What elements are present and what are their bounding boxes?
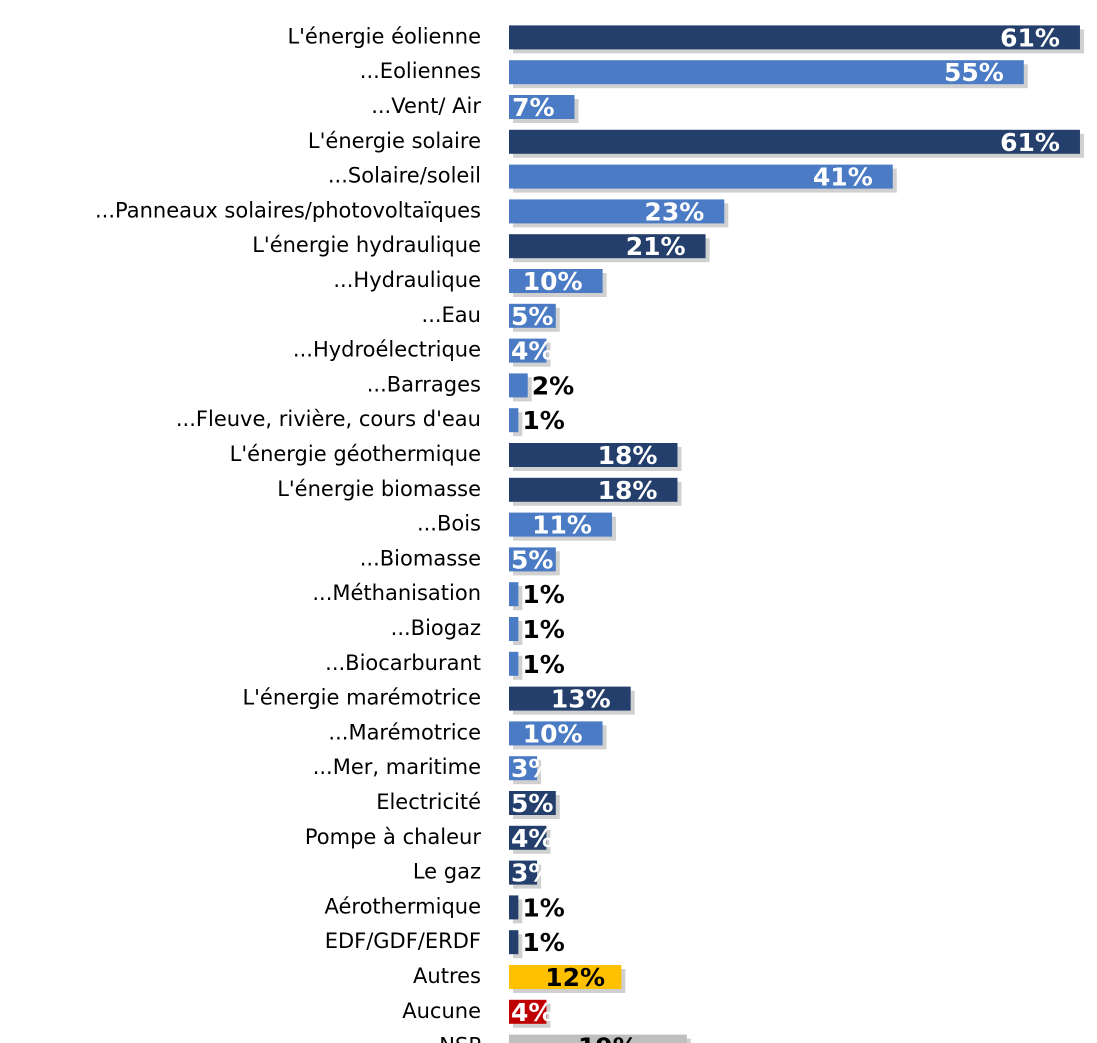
value-label: 4% xyxy=(511,998,553,1027)
bar xyxy=(509,791,556,815)
category-label: NSP xyxy=(439,1034,481,1043)
value-label: 61% xyxy=(1000,23,1060,52)
value-label: 1% xyxy=(522,406,564,435)
category-label: L'énergie hydraulique xyxy=(252,233,481,257)
bar xyxy=(509,60,1024,85)
value-label: 10% xyxy=(523,267,583,296)
category-label: ...Biogaz xyxy=(391,616,481,640)
category-label: ...Méthanisation xyxy=(312,581,481,605)
bar xyxy=(509,721,603,746)
category-label: ...Biocarburant xyxy=(325,651,481,675)
bar xyxy=(509,164,893,189)
value-label: 4% xyxy=(511,824,553,853)
category-label: ...Vent/ Air xyxy=(371,94,481,118)
bar xyxy=(509,303,556,328)
value-label: 13% xyxy=(551,685,611,714)
bar xyxy=(509,965,622,989)
bar xyxy=(509,269,603,293)
bar xyxy=(509,756,538,781)
bar xyxy=(509,129,1080,154)
value-label: 7% xyxy=(512,93,554,122)
bar xyxy=(509,547,556,572)
value-label: 41% xyxy=(813,163,873,192)
value-label: 12% xyxy=(545,963,605,992)
category-label: ...Barrages xyxy=(367,372,481,396)
category-label: ...Mer, maritime xyxy=(313,755,481,779)
value-label: 4% xyxy=(511,337,553,366)
value-label: 23% xyxy=(644,197,704,226)
category-label: ...Hydroélectrique xyxy=(293,338,481,362)
value-label: 3% xyxy=(511,859,553,888)
bar xyxy=(509,234,706,259)
category-label: EDF/GDF/ERDF xyxy=(325,929,481,953)
bar xyxy=(509,95,575,119)
bar xyxy=(509,373,528,398)
bar xyxy=(509,651,519,676)
value-label: 5% xyxy=(511,545,553,574)
category-label: Aérothermique xyxy=(324,894,481,918)
bar xyxy=(509,930,519,955)
category-label: Le gaz xyxy=(413,860,481,884)
value-label: 1% xyxy=(522,650,564,679)
bar xyxy=(509,338,547,363)
value-label: 18% xyxy=(598,476,658,505)
value-label: 3% xyxy=(511,754,553,783)
category-label: ...Eoliennes xyxy=(360,59,481,83)
bar xyxy=(509,582,519,607)
bar xyxy=(509,1034,687,1043)
value-label: 18% xyxy=(598,441,658,470)
category-label: L'énergie marémotrice xyxy=(242,686,481,710)
category-label: L'énergie éolienne xyxy=(287,24,481,48)
category-label: Autres xyxy=(413,964,481,988)
category-label: Electricité xyxy=(376,790,481,814)
bar xyxy=(509,860,538,885)
category-label: L'énergie solaire xyxy=(308,129,481,153)
value-label: 55% xyxy=(944,58,1004,87)
value-label: 1% xyxy=(522,615,564,644)
value-label: 5% xyxy=(511,302,553,331)
category-label: ...Biomasse xyxy=(360,546,481,570)
bar xyxy=(509,686,631,711)
value-label: 21% xyxy=(626,232,686,261)
bar xyxy=(509,895,519,920)
bar xyxy=(509,477,678,502)
category-label: Pompe à chaleur xyxy=(305,825,481,849)
category-label: ...Hydraulique xyxy=(333,268,481,292)
value-label: 61% xyxy=(1000,128,1060,157)
bar xyxy=(509,199,725,224)
value-label: 10% xyxy=(523,719,583,748)
category-label: ...Fleuve, rivière, cours d'eau xyxy=(176,407,481,431)
bar xyxy=(509,825,547,850)
category-label: ...Bois xyxy=(417,512,481,536)
value-label: 1% xyxy=(522,928,564,957)
value-label: 1% xyxy=(522,580,564,609)
value-label: 5% xyxy=(511,789,553,818)
bar xyxy=(509,25,1080,50)
value-label: 11% xyxy=(532,511,592,540)
value-label: 2% xyxy=(532,371,574,400)
category-label: ...Marémotrice xyxy=(328,720,481,744)
bar xyxy=(509,617,519,641)
value-label: 19% xyxy=(578,1033,638,1043)
category-label: L'énergie géothermique xyxy=(230,442,481,466)
bar xyxy=(509,408,519,433)
bar xyxy=(509,999,547,1024)
value-label: 1% xyxy=(522,893,564,922)
category-label: ...Panneaux solaires/photovoltaïques xyxy=(95,198,481,222)
category-label: L'énergie biomasse xyxy=(277,477,481,501)
category-label: Aucune xyxy=(402,999,481,1023)
category-label: ...Eau xyxy=(422,303,481,327)
category-label: ...Solaire/soleil xyxy=(328,164,481,188)
bar xyxy=(509,512,612,537)
bar xyxy=(509,443,678,467)
